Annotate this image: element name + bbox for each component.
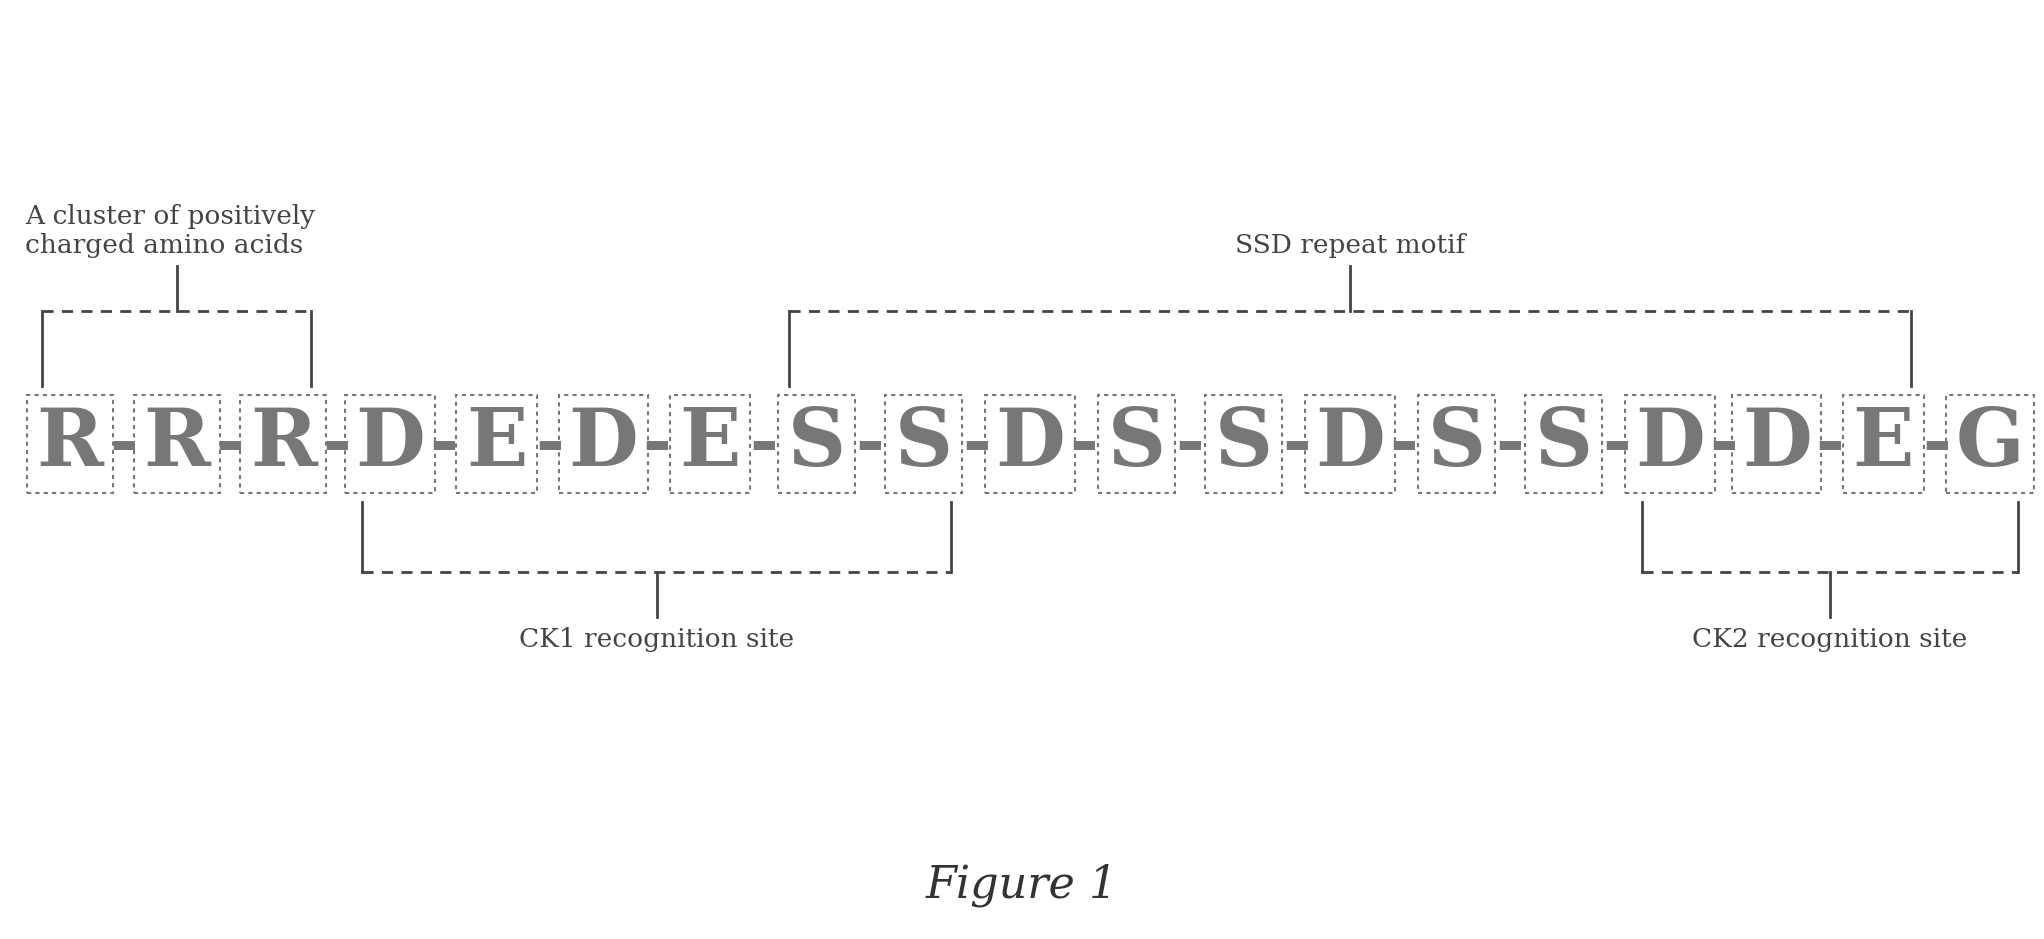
- Text: -: -: [1921, 410, 1952, 478]
- Text: D: D: [568, 405, 638, 483]
- Text: -: -: [856, 410, 885, 478]
- Text: E: E: [466, 405, 527, 483]
- Text: S: S: [1108, 405, 1165, 483]
- Text: S: S: [1535, 405, 1592, 483]
- Text: -: -: [1815, 410, 1844, 478]
- Text: -: -: [1709, 410, 1737, 478]
- Text: D: D: [1741, 405, 1811, 483]
- Text: R: R: [249, 405, 317, 483]
- Text: -: -: [1602, 410, 1631, 478]
- Text: S: S: [895, 405, 953, 483]
- Text: -: -: [1282, 410, 1310, 478]
- Text: G: G: [1956, 405, 2024, 483]
- Text: D: D: [995, 405, 1065, 483]
- Text: S: S: [787, 405, 846, 483]
- Text: -: -: [1496, 410, 1525, 478]
- Text: -: -: [429, 410, 458, 478]
- Text: -: -: [323, 410, 352, 478]
- Text: -: -: [1175, 410, 1204, 478]
- Text: -: -: [108, 410, 137, 478]
- Text: -: -: [963, 410, 991, 478]
- Text: -: -: [642, 410, 670, 478]
- Text: -: -: [215, 410, 245, 478]
- Text: S: S: [1214, 405, 1273, 483]
- Text: SSD repeat motif: SSD repeat motif: [1235, 233, 1466, 258]
- Text: Figure 1: Figure 1: [926, 864, 1118, 907]
- Text: A cluster of positively
charged amino acids: A cluster of positively charged amino ac…: [25, 204, 315, 258]
- Text: -: -: [1069, 410, 1098, 478]
- Text: R: R: [37, 405, 104, 483]
- Text: CK2 recognition site: CK2 recognition site: [1692, 627, 1968, 652]
- Text: -: -: [1390, 410, 1419, 478]
- Text: CK1 recognition site: CK1 recognition site: [519, 627, 795, 652]
- Text: -: -: [748, 410, 777, 478]
- Text: D: D: [1635, 405, 1705, 483]
- Text: -: -: [536, 410, 564, 478]
- Text: D: D: [1314, 405, 1386, 483]
- Text: S: S: [1427, 405, 1486, 483]
- Text: R: R: [143, 405, 211, 483]
- Text: E: E: [1852, 405, 1913, 483]
- Text: D: D: [356, 405, 425, 483]
- Text: E: E: [679, 405, 740, 483]
